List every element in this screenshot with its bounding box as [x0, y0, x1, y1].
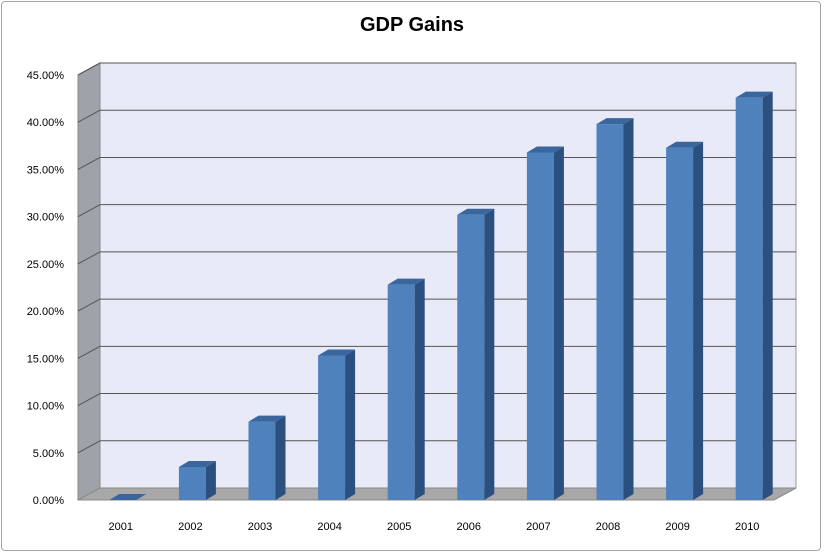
- bar-2009: [666, 141, 704, 500]
- y-tick-label: 25.00%: [27, 259, 65, 271]
- bar-front: [666, 147, 694, 500]
- side-wall: [77, 62, 101, 501]
- y-tick-label: 35.00%: [27, 164, 65, 176]
- bar-2004: [318, 349, 356, 500]
- x-tick-label: 2004: [317, 521, 341, 533]
- bar-front: [457, 214, 485, 500]
- bar-front: [248, 421, 276, 500]
- bar-top: [109, 494, 147, 500]
- bar-2005: [387, 278, 425, 500]
- bar-front: [596, 124, 624, 500]
- bar-2002: [178, 460, 216, 500]
- bar-top: [526, 146, 564, 153]
- gridline-side: [77, 345, 101, 359]
- gridline-side: [77, 440, 101, 454]
- bar-2010: [735, 91, 773, 501]
- bar-2001: [109, 494, 147, 500]
- bar-series: [109, 91, 773, 501]
- y-tick-label: 30.00%: [27, 212, 65, 224]
- gridline-side: [77, 298, 101, 312]
- bar-side: [762, 91, 773, 501]
- bar-side: [553, 146, 564, 500]
- x-tick-label: 2007: [526, 521, 550, 533]
- gridline-side: [77, 393, 101, 406]
- x-tick-label: 2009: [665, 521, 689, 533]
- x-tick-label: 2002: [178, 521, 202, 533]
- gridline-side: [77, 204, 101, 218]
- bar-front: [178, 466, 206, 500]
- gridline-side: [77, 157, 101, 170]
- bar-front: [318, 355, 346, 500]
- x-tick-label: 2010: [735, 521, 759, 533]
- bar-2007: [526, 146, 564, 500]
- gridline-side: [77, 109, 101, 123]
- x-tick-label: 2005: [387, 521, 411, 533]
- bar-front: [387, 284, 415, 500]
- bar-side: [693, 141, 704, 500]
- x-tick-label: 2008: [596, 521, 620, 533]
- bar-top: [178, 460, 216, 467]
- gridline-side: [77, 251, 101, 265]
- bar-side: [623, 118, 634, 500]
- y-tick-label: 45.00%: [27, 70, 65, 82]
- y-axis-ticks: 0.00% 5.00% 10.00% 15.00% 20.00% 25.00% 30.00%…: [27, 70, 65, 507]
- gridline-side: [77, 62, 101, 76]
- chart-title: GDP Gains: [359, 14, 465, 36]
- bar-2008: [596, 118, 634, 500]
- x-tick-label: 2001: [109, 521, 133, 533]
- bar-side: [414, 278, 425, 500]
- bar-front: [526, 152, 554, 500]
- bar-top: [387, 278, 425, 285]
- y-tick-label: 40.00%: [27, 117, 65, 129]
- bar-side: [345, 349, 356, 500]
- y-tick-label: 15.00%: [27, 353, 65, 365]
- bar-top: [666, 141, 704, 148]
- y-tick-label: 5.00%: [33, 448, 64, 460]
- bar-front: [735, 97, 763, 501]
- bar-top: [457, 208, 495, 215]
- bar-2006: [457, 208, 495, 500]
- bar-top: [735, 91, 773, 98]
- bar-side: [275, 415, 286, 500]
- bar-top: [596, 118, 634, 125]
- bar-2003: [248, 415, 286, 500]
- y-tick-label: 0.00%: [33, 495, 64, 507]
- bar-top: [318, 349, 356, 356]
- x-tick-label: 2006: [457, 521, 481, 533]
- y-tick-label: 20.00%: [27, 306, 65, 318]
- bar-side: [484, 208, 495, 500]
- bar-side: [205, 460, 216, 500]
- y-tick-label: 10.00%: [27, 401, 65, 413]
- bar-top: [248, 415, 286, 422]
- x-tick-label: 2003: [248, 521, 272, 533]
- x-axis-ticks: 2001 2002 2003 2004 2005 2006 2007 2008 2009 2010: [109, 521, 760, 533]
